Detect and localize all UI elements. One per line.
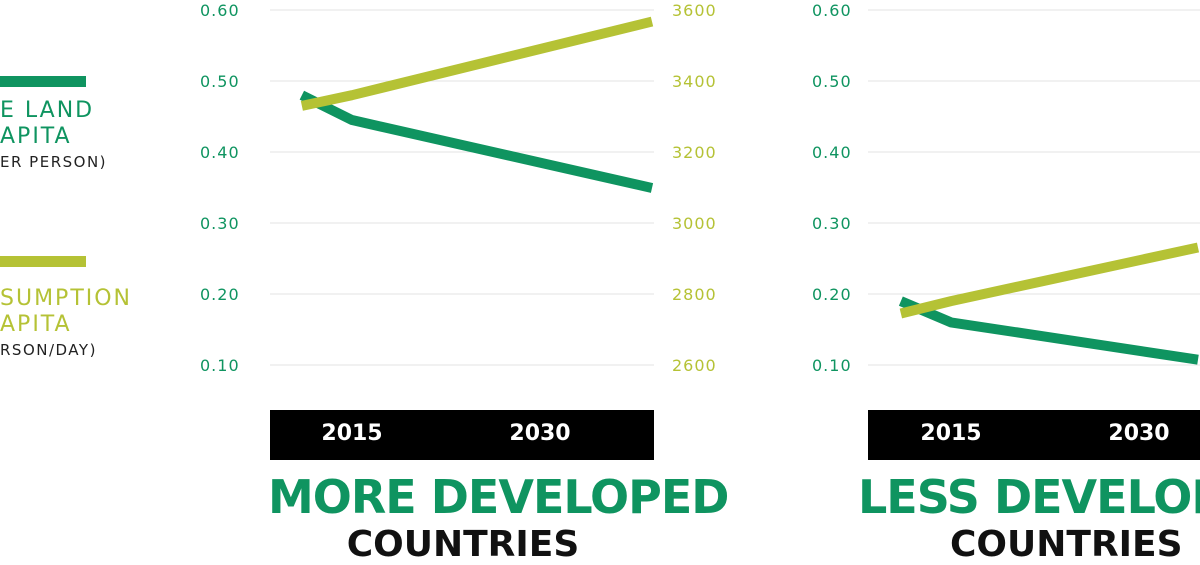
chart-title: LESS DEVELOP bbox=[858, 470, 1200, 524]
y-left-tick-label: 0.60 bbox=[812, 1, 852, 20]
y-right-tick-label: 2600 bbox=[672, 356, 717, 375]
legend-land-unit: ER PERSON) bbox=[0, 153, 108, 171]
x-axis-band: 2015 2030 bbox=[868, 410, 1200, 460]
legend: E LAND APITA ER PERSON) SUMPTION APITA R… bbox=[0, 0, 190, 420]
legend-calories-line bbox=[0, 256, 86, 267]
y-left-tick-label: 0.40 bbox=[200, 143, 240, 162]
legend-land-title-2: APITA bbox=[0, 124, 72, 149]
y-left-tick-label: 0.20 bbox=[812, 285, 852, 304]
legend-calories-title-1: SUMPTION bbox=[0, 286, 133, 311]
y-left-tick-label: 0.50 bbox=[200, 72, 240, 91]
x-tick-label: 2015 bbox=[321, 421, 383, 446]
chart-title: MORE DEVELOPED bbox=[268, 470, 729, 524]
y-right-tick-label: 3000 bbox=[672, 214, 717, 233]
chart-subtitle: COUNTRIES bbox=[346, 524, 580, 565]
y-left-tick-label: 0.60 bbox=[200, 1, 240, 20]
y-left-tick-label: 0.50 bbox=[812, 72, 852, 91]
legend-calories-title-2: APITA bbox=[0, 312, 72, 337]
y-left-tick-label: 0.10 bbox=[200, 356, 240, 375]
y-left-tick-label: 0.20 bbox=[200, 285, 240, 304]
y-right-tick-label: 3200 bbox=[672, 143, 717, 162]
y-left-tick-label: 0.30 bbox=[812, 214, 852, 233]
y-right-tick-label: 3400 bbox=[672, 72, 717, 91]
x-tick-label: 2030 bbox=[1108, 421, 1170, 446]
chart-subtitle: COUNTRIES bbox=[950, 524, 1183, 565]
y-right-tick-label: 2800 bbox=[672, 285, 717, 304]
y-left-tick-label: 0.40 bbox=[812, 143, 852, 162]
legend-land-title-1: E LAND bbox=[0, 98, 95, 123]
y-right-tick-label: 3600 bbox=[672, 1, 717, 20]
series-line-calories bbox=[300, 16, 654, 111]
legend-land-line bbox=[0, 76, 86, 87]
x-axis-band: 2015 2030 bbox=[270, 410, 654, 460]
x-tick-label: 2030 bbox=[509, 421, 571, 446]
series-line-land bbox=[898, 296, 1199, 365]
y-left-tick-label: 0.30 bbox=[200, 214, 240, 233]
chart-svg-more-developed: 0.60 0.50 0.40 0.30 0.20 0.10 3600 3400 3200 3000… bbox=[200, 1, 717, 375]
chart-panel-more-developed: 0.60 0.50 0.40 0.30 0.20 0.10 3600 3400 3200 3000… bbox=[200, 1, 729, 565]
y-left-tick-label: 0.10 bbox=[812, 356, 852, 375]
x-tick-label: 2015 bbox=[920, 421, 982, 446]
series-line-calories bbox=[899, 242, 1200, 319]
chart-svg-less-developed: 0.60 0.50 0.40 0.30 0.20 0.10 bbox=[812, 1, 1200, 375]
legend-calories-unit: RSON/DAY) bbox=[0, 341, 97, 359]
